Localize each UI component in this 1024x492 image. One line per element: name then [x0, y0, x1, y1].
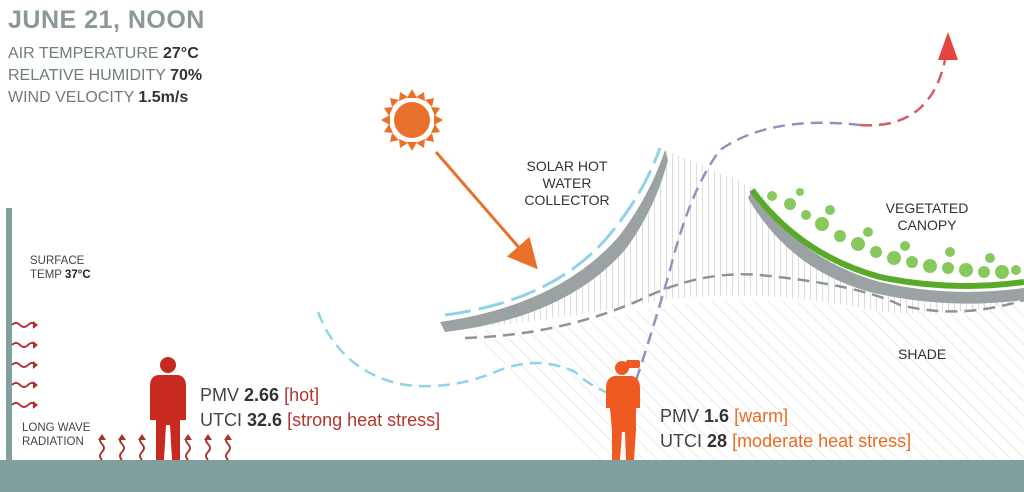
person-standing-icon — [150, 357, 186, 460]
heat-wave-icon — [11, 321, 38, 409]
solar-collector-label-line3: COLLECTOR — [524, 192, 610, 208]
shade-boundary-line — [464, 273, 1024, 340]
surface-temp-value: 37°C — [64, 269, 91, 281]
sun-utci-value: 32.6 — [247, 410, 283, 430]
air-temperature-label: AIR TEMPERATURE — [8, 45, 159, 62]
airflow-red-line — [859, 59, 947, 127]
shade-pmv-tag: [warm] — [734, 406, 789, 426]
long-wave-label: LONG WAVE RADIATION — [22, 421, 90, 449]
page-title: JUNE 21, NOON — [8, 6, 205, 34]
sun-utci-tag: [strong heat stress] — [287, 410, 441, 430]
surface-temp-label-text: TEMP — [30, 269, 62, 281]
sun-person-pmv: PMV 2.66 [hot] — [200, 383, 319, 407]
canopy-label-line2: CANOPY — [897, 217, 957, 233]
surface-temp-label-line2: TEMP 37°C — [30, 268, 91, 282]
airflow-arrow-icon — [938, 32, 958, 60]
air-temperature-value: 27°C — [163, 45, 199, 62]
wind-velocity-label: WIND VELOCITY — [8, 89, 134, 106]
vegetated-canopy-line — [749, 188, 1024, 289]
sun-pmv-label: PMV — [200, 385, 240, 405]
person-camera-icon — [606, 360, 640, 460]
canopy-label-line1: VEGETATED — [885, 200, 969, 216]
surface-temp-label-line1: SURFACE — [30, 255, 85, 267]
ground — [0, 460, 1024, 492]
shade-label: SHADE — [898, 346, 947, 362]
ground-heat-wave-icon — [98, 434, 232, 461]
shade-utci-tag: [moderate heat stress] — [732, 431, 912, 451]
structure-fill — [450, 150, 1024, 330]
shade-utci-label: UTCI — [660, 431, 702, 451]
long-wave-label-line2: RADIATION — [22, 436, 84, 448]
foliage — [767, 188, 1021, 279]
solar-collector-label-line1: SOLAR HOT — [526, 158, 608, 174]
collector-dashed-line — [444, 147, 662, 317]
sun-icon — [381, 89, 443, 151]
solar-ray-arrow — [434, 151, 538, 270]
canopy-structure — [748, 190, 1024, 304]
air-temperature: AIR TEMPERATURE 27°C — [8, 45, 199, 63]
shade-pmv-value: 1.6 — [704, 406, 730, 426]
shade-person-pmv: PMV 1.6 [warm] — [660, 404, 788, 428]
wind-velocity-value: 1.5m/s — [138, 89, 189, 106]
canopy-label: VEGETATED CANOPY — [872, 200, 982, 234]
shade-utci-value: 28 — [707, 431, 728, 451]
solar-collector-label-line2: WATER — [542, 175, 592, 191]
solar-collector-label: SOLAR HOT WATER COLLECTOR — [512, 158, 622, 209]
sun-pmv-value: 2.66 — [244, 385, 280, 405]
wall — [6, 208, 12, 462]
sun-person-utci: UTCI 32.6 [strong heat stress] — [200, 408, 440, 432]
relative-humidity: RELATIVE HUMIDITY 70% — [8, 67, 202, 85]
airflow-purple-line — [628, 121, 861, 399]
sun-utci-label: UTCI — [200, 410, 242, 430]
wind-velocity: WIND VELOCITY 1.5m/s — [8, 89, 188, 107]
solar-collector — [440, 150, 668, 332]
relative-humidity-label: RELATIVE HUMIDITY — [8, 67, 166, 84]
shade-area — [470, 290, 1024, 460]
sun-pmv-tag: [hot] — [284, 385, 320, 405]
surface-temp-label: SURFACE TEMP 37°C — [30, 254, 91, 282]
long-wave-label-line1: LONG WAVE — [22, 422, 91, 434]
shade-person-utci: UTCI 28 [moderate heat stress] — [660, 429, 911, 453]
relative-humidity-value: 70% — [170, 67, 203, 84]
shade-pmv-label: PMV — [660, 406, 700, 426]
airflow-blue-line — [316, 311, 631, 400]
